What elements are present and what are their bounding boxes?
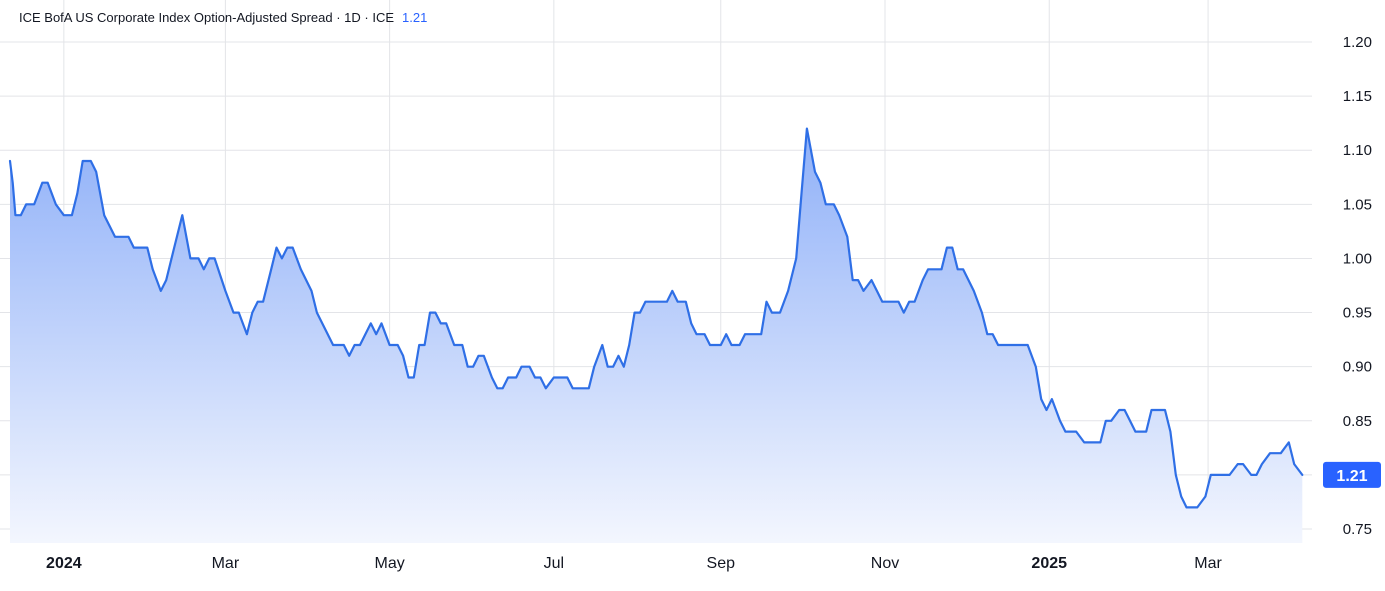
x-tick-label: 2024	[46, 555, 82, 572]
y-tick-label: 1.10	[1343, 142, 1372, 159]
chart-title-last-value: 1.21	[402, 10, 428, 25]
y-tick-label: 0.75	[1343, 521, 1372, 538]
x-tick-label: Mar	[212, 555, 240, 572]
y-tick-label: 0.95	[1343, 305, 1372, 322]
area-layer	[10, 128, 1303, 543]
x-axis: 2024 Mar May Jul Sep Nov 2025 Mar	[46, 555, 1222, 572]
x-tick-label: Sep	[707, 555, 736, 572]
x-tick-label: May	[374, 555, 404, 572]
last-value-badge-text: 1.21	[1336, 468, 1367, 485]
y-tick-label: 0.85	[1343, 413, 1372, 430]
x-tick-label: Jul	[544, 555, 564, 572]
last-value-badge-layer: 1.21	[1323, 461, 1381, 488]
line-layer	[8, 127, 1304, 509]
x-tick-label: Nov	[871, 555, 899, 572]
series-line[interactable]	[8, 127, 1304, 509]
chart-title-text: ICE BofA US Corporate Index Option-Adjus…	[19, 10, 395, 25]
last-value-badge	[1323, 461, 1381, 488]
y-tick-label: 1.00	[1343, 250, 1372, 267]
series-area	[10, 128, 1303, 543]
y-tick-label: 0.90	[1343, 359, 1372, 376]
x-tick-label: 2025	[1031, 555, 1067, 572]
x-tick-label: Mar	[1194, 555, 1222, 572]
y-tick-label: 1.05	[1343, 196, 1372, 213]
y-tick-label: 1.20	[1343, 34, 1372, 51]
chart-title: ICE BofA US Corporate Index Option-Adjus…	[19, 10, 427, 26]
y-tick-label: 1.15	[1343, 88, 1372, 105]
